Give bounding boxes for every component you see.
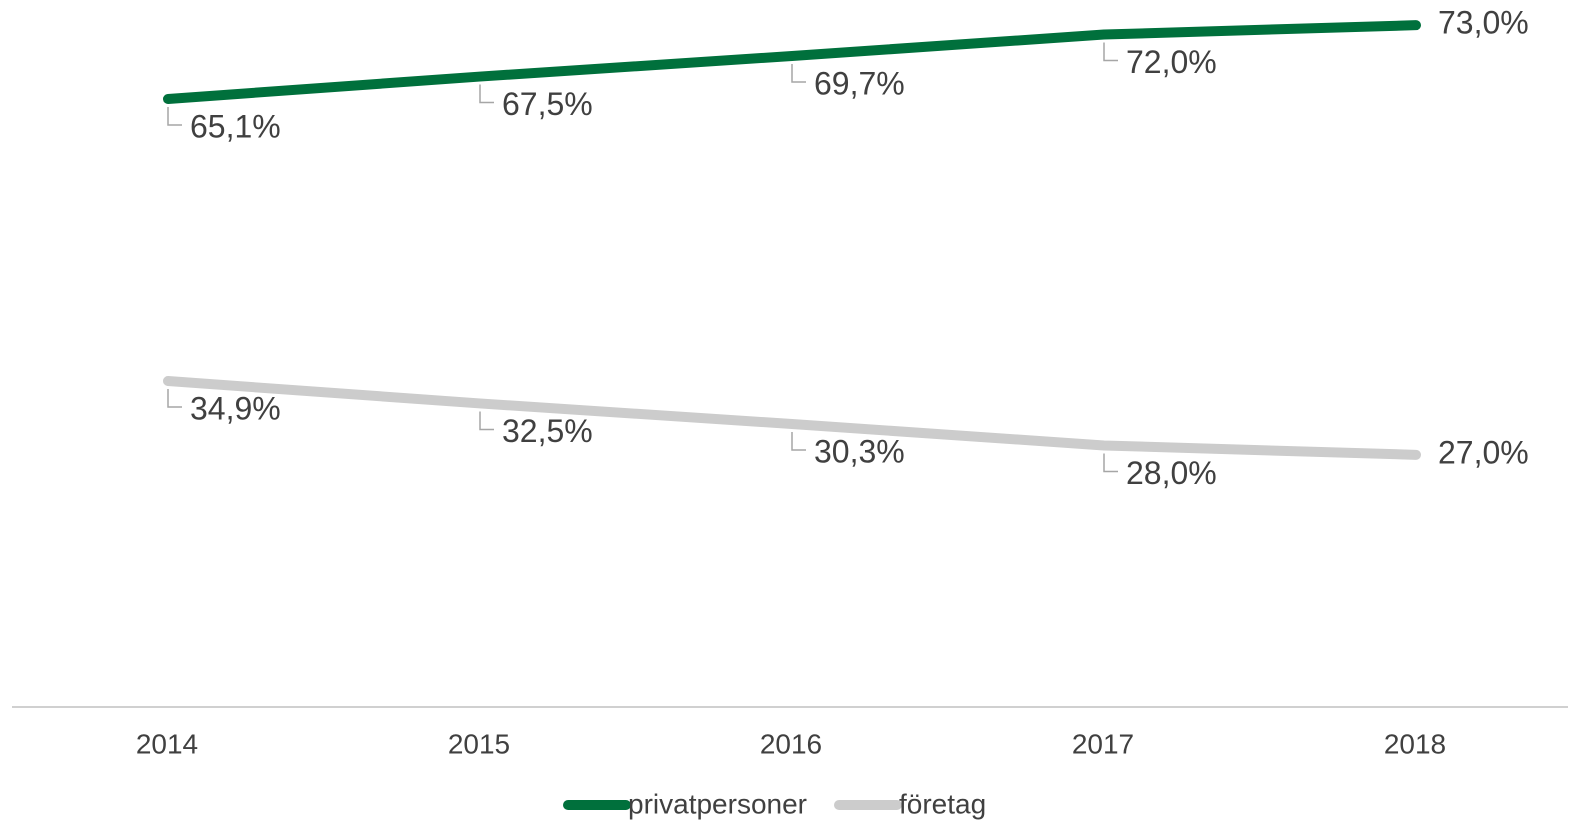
series-line bbox=[163, 376, 1421, 460]
x-tick-label: 2018 bbox=[1384, 728, 1446, 759]
data-label: 34,9% bbox=[190, 390, 281, 426]
x-tick-label: 2015 bbox=[448, 728, 510, 759]
x-tick-label: 2016 bbox=[760, 728, 822, 759]
leader-line bbox=[1103, 42, 1118, 62]
data-label: 65,1% bbox=[190, 108, 281, 144]
leader-line bbox=[479, 411, 494, 431]
data-label: 69,7% bbox=[814, 65, 905, 101]
series-line bbox=[163, 20, 1421, 104]
leader-line bbox=[479, 84, 494, 104]
leader-line bbox=[791, 431, 806, 451]
data-label: 73,0% bbox=[1438, 5, 1529, 41]
data-label: 28,0% bbox=[1126, 455, 1217, 491]
x-tick-label: 2014 bbox=[136, 728, 198, 759]
leader-line bbox=[167, 106, 182, 126]
leader-line bbox=[791, 64, 806, 83]
legend-label: privatpersoner bbox=[628, 788, 807, 819]
data-label: 32,5% bbox=[502, 413, 593, 449]
data-label: 30,3% bbox=[814, 433, 905, 469]
data-label: 67,5% bbox=[502, 86, 593, 122]
leader-line bbox=[1103, 453, 1118, 473]
data-label: 72,0% bbox=[1126, 44, 1217, 80]
data-label: 27,0% bbox=[1438, 434, 1529, 470]
leader-line bbox=[167, 389, 182, 408]
legend-label: företag bbox=[899, 788, 986, 819]
x-tick-label: 2017 bbox=[1072, 728, 1134, 759]
